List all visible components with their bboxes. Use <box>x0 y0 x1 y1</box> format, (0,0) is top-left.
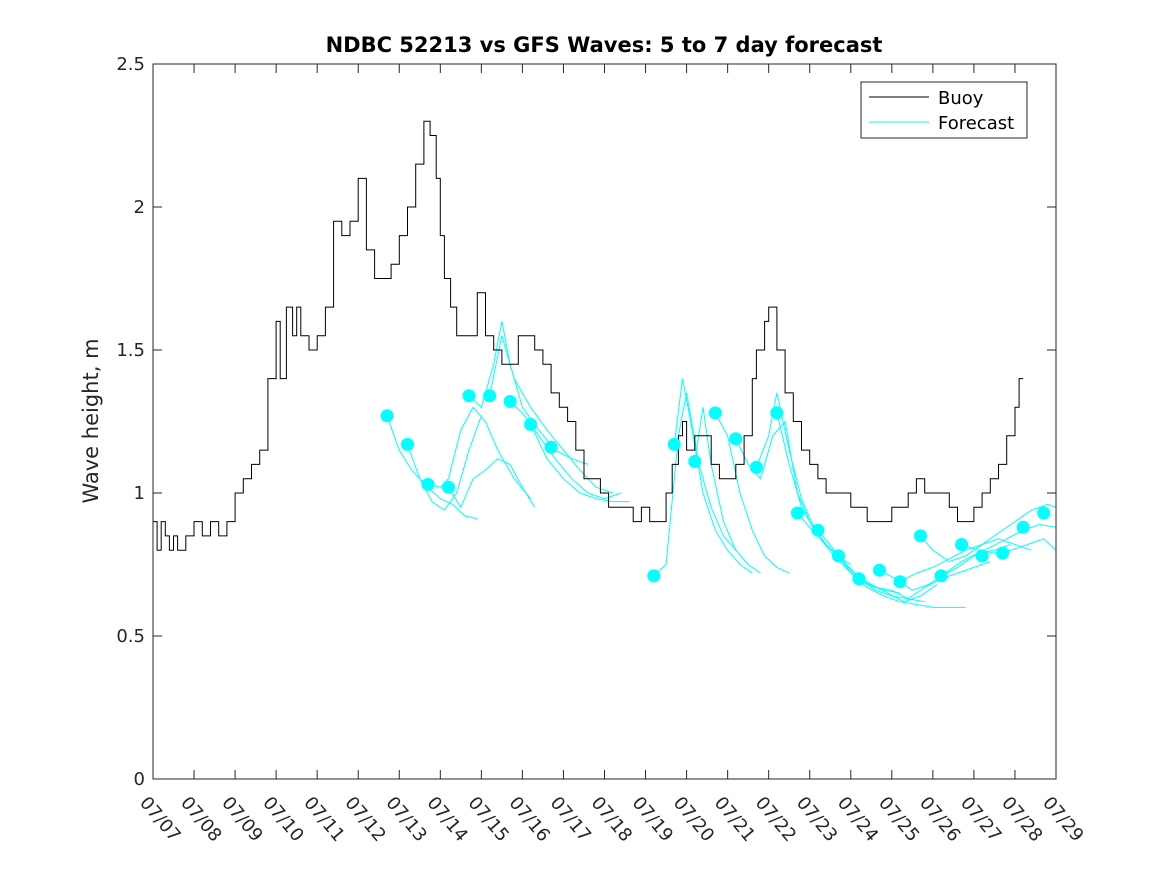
forecast-marker <box>647 569 661 583</box>
forecast-marker <box>503 395 517 408</box>
forecast-line-19 <box>858 561 991 600</box>
forecast-line-22 <box>920 503 1057 563</box>
forecast-marker <box>790 506 804 520</box>
forecast-marker <box>380 409 394 423</box>
legend-box <box>860 81 1028 139</box>
forecast-marker <box>442 480 455 494</box>
legend-label-forecast: Forecast <box>938 113 1014 134</box>
forecast-marker <box>832 549 845 563</box>
forecast-marker <box>955 538 969 551</box>
buoy-line <box>153 120 1024 551</box>
y-tick-label: 2.5 <box>116 54 145 75</box>
forecast-line-17 <box>817 529 966 608</box>
forecast-line-6 <box>489 335 613 494</box>
forecast-marker <box>708 406 722 420</box>
forecast-line-2 <box>407 415 482 511</box>
forecast-line-5 <box>468 321 589 465</box>
forecast-marker <box>852 572 866 586</box>
forecast-marker <box>483 389 497 403</box>
forecast-marker <box>934 569 948 583</box>
legend-label-buoy: Buoy <box>938 88 984 109</box>
y-tick-label: 2 <box>134 197 145 218</box>
forecast-line-7 <box>509 401 622 500</box>
forecast-line-11 <box>694 407 761 574</box>
forecast-marker <box>401 437 414 451</box>
y-axis-label: Wave height, m <box>79 338 103 503</box>
forecast-marker <box>421 477 435 491</box>
forecast-line-18 <box>838 555 938 603</box>
forecast-marker <box>1016 520 1030 534</box>
chart-title: NDBC 52213 vs GFS Waves: 5 to 7 day fore… <box>326 33 883 57</box>
forecast-marker <box>524 417 538 431</box>
plot-area <box>153 64 1056 779</box>
forecast-marker <box>873 563 886 577</box>
forecast-marker <box>749 460 763 474</box>
forecast-line-9 <box>653 392 737 577</box>
forecast-marker <box>770 406 784 420</box>
forecast-line-10 <box>673 378 753 574</box>
series-layer <box>153 120 1057 608</box>
forecast-marker <box>1037 506 1051 520</box>
y-tick-label: 0 <box>134 769 145 790</box>
forecast-line-23 <box>940 523 1057 577</box>
forecast-marker <box>688 455 702 468</box>
forecast-line-1 <box>386 415 478 520</box>
forecast-marker <box>811 523 825 537</box>
forecast-line-24 <box>961 538 1057 554</box>
forecast-marker <box>975 549 989 563</box>
forecast-line-8 <box>530 424 630 503</box>
forecast-marker <box>914 529 927 543</box>
forecast-marker <box>462 389 476 403</box>
forecast-line-12 <box>714 412 790 574</box>
forecast-marker <box>996 546 1010 560</box>
legend: Buoy Forecast <box>860 81 1028 139</box>
forecast-marker <box>729 432 743 446</box>
forecast-marker <box>893 575 907 589</box>
forecast-line-21 <box>899 538 1032 583</box>
forecast-marker <box>667 437 681 451</box>
forecast-marker <box>544 440 558 454</box>
y-tick-label: 0.5 <box>116 626 145 647</box>
forecast-line-4 <box>448 458 536 509</box>
y-tick-label: 1.5 <box>116 340 145 361</box>
y-tick-label: 1 <box>134 483 145 504</box>
